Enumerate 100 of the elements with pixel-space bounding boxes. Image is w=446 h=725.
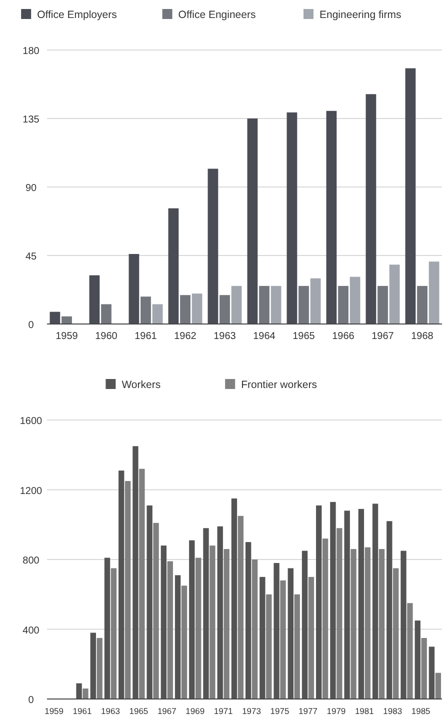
bar bbox=[153, 522, 159, 699]
bar bbox=[245, 542, 252, 699]
bar bbox=[101, 304, 112, 324]
y-tick-label: 0 bbox=[28, 695, 34, 706]
x-tick-label: 1971 bbox=[214, 706, 234, 716]
x-tick-label: 1977 bbox=[298, 706, 318, 716]
bar bbox=[192, 294, 202, 324]
y-tick-label: 1200 bbox=[20, 486, 43, 497]
bar bbox=[389, 264, 400, 324]
x-tick-label: 1963 bbox=[214, 331, 236, 342]
bar bbox=[344, 510, 350, 699]
x-tick-label: 1964 bbox=[253, 331, 276, 342]
bar bbox=[372, 504, 378, 699]
bar bbox=[124, 481, 131, 699]
y-tick-label: 180 bbox=[22, 46, 40, 57]
bar bbox=[274, 562, 280, 699]
bar bbox=[50, 312, 60, 324]
x-tick-label: 1979 bbox=[326, 706, 346, 716]
bar bbox=[405, 68, 416, 324]
bar bbox=[90, 632, 96, 699]
bar bbox=[160, 546, 167, 699]
bar bbox=[350, 276, 360, 324]
legend-label: Workers bbox=[122, 379, 161, 391]
legend-label: Office Engineers bbox=[178, 9, 256, 21]
bar bbox=[414, 620, 420, 699]
y-tick-label: 800 bbox=[22, 556, 40, 566]
bar bbox=[167, 561, 173, 699]
bar bbox=[310, 278, 321, 324]
bar bbox=[110, 568, 117, 699]
x-tick-label: 1965 bbox=[129, 706, 148, 716]
bar bbox=[104, 558, 110, 699]
bar bbox=[266, 594, 272, 699]
bar bbox=[294, 594, 300, 699]
x-tick-label: 1985 bbox=[411, 706, 431, 716]
bar bbox=[330, 502, 336, 699]
bar bbox=[336, 528, 342, 699]
legend-label: Frontier workers bbox=[241, 379, 317, 391]
bar bbox=[393, 568, 399, 699]
bar bbox=[82, 688, 88, 699]
legend-label: Engineering firms bbox=[320, 9, 402, 21]
x-tick-label: 1983 bbox=[383, 706, 402, 716]
x-tick-label: 1967 bbox=[157, 706, 177, 716]
bar bbox=[189, 540, 195, 699]
bar bbox=[364, 547, 370, 699]
x-tick-label: 1967 bbox=[372, 331, 394, 342]
bar bbox=[89, 275, 100, 324]
bar bbox=[210, 546, 216, 699]
y-tick-label: 135 bbox=[22, 114, 40, 126]
bar bbox=[428, 646, 435, 699]
bar bbox=[338, 286, 348, 324]
bar bbox=[174, 575, 181, 699]
bar bbox=[76, 683, 82, 699]
bar bbox=[168, 208, 179, 324]
bar bbox=[400, 550, 406, 699]
bar bbox=[208, 168, 218, 324]
x-tick-label: 1975 bbox=[270, 706, 290, 716]
bar bbox=[259, 286, 270, 324]
x-tick-label: 1961 bbox=[134, 331, 158, 342]
x-tick-label: 1981 bbox=[354, 706, 374, 716]
bar bbox=[217, 526, 223, 699]
y-tick-label: 1600 bbox=[20, 416, 43, 427]
bar bbox=[286, 112, 298, 324]
bar bbox=[350, 549, 356, 699]
bar bbox=[417, 286, 428, 324]
x-tick-label: 1965 bbox=[292, 331, 316, 342]
bar bbox=[139, 468, 145, 699]
bar bbox=[146, 505, 152, 699]
bar bbox=[62, 316, 72, 324]
bar bbox=[421, 638, 427, 699]
bar bbox=[358, 508, 364, 699]
bar bbox=[280, 580, 286, 699]
bar bbox=[326, 110, 337, 324]
bar bbox=[247, 118, 258, 324]
bar bbox=[308, 576, 314, 699]
legend-label: Office Employers bbox=[37, 9, 117, 21]
y-tick-label: 90 bbox=[25, 183, 37, 194]
bar bbox=[288, 568, 294, 699]
bar bbox=[96, 638, 102, 699]
bar bbox=[386, 521, 392, 699]
bar bbox=[132, 446, 138, 699]
bar bbox=[322, 538, 328, 699]
x-tick-label: 1960 bbox=[95, 331, 118, 342]
bar bbox=[220, 295, 230, 324]
bar bbox=[252, 560, 258, 699]
bar bbox=[270, 286, 282, 324]
bar bbox=[203, 528, 209, 699]
x-tick-label: 1961 bbox=[72, 706, 92, 716]
bar bbox=[224, 549, 230, 699]
x-tick-label: 1966 bbox=[332, 331, 355, 342]
bar bbox=[180, 295, 190, 324]
bar bbox=[238, 516, 244, 699]
y-tick-label: 45 bbox=[25, 252, 37, 262]
bar bbox=[140, 296, 151, 324]
bar bbox=[231, 498, 238, 699]
bar bbox=[435, 672, 442, 699]
bar bbox=[231, 286, 242, 324]
bar bbox=[152, 304, 163, 324]
bar bbox=[428, 262, 440, 324]
bar bbox=[260, 576, 266, 699]
bar bbox=[128, 254, 140, 324]
